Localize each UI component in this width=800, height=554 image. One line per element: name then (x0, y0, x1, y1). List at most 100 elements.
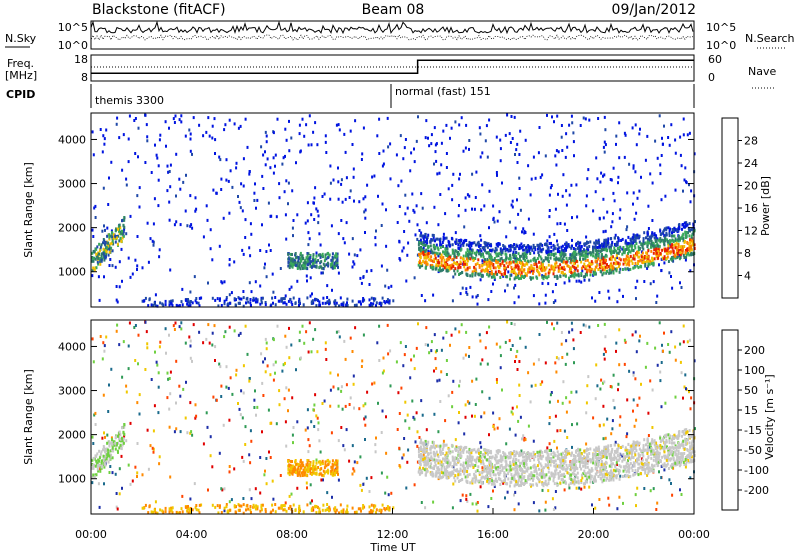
nsearch-label: N.Search (745, 32, 795, 45)
velocity-cell (213, 324, 216, 328)
velocity-cell (101, 357, 104, 361)
power-cell (659, 229, 662, 233)
velocity-cell (541, 488, 544, 492)
power-cell (499, 270, 502, 274)
velocity-cell (328, 509, 330, 513)
power-cell (436, 237, 439, 241)
power-cell (578, 252, 581, 256)
velocity-cell (194, 506, 197, 510)
power-cell (129, 214, 132, 218)
power-cell (662, 142, 664, 146)
power-cell (120, 232, 122, 236)
power-cell (562, 249, 565, 253)
power-cell (671, 258, 674, 262)
velocity-cell (322, 474, 325, 478)
power-cell (642, 247, 645, 251)
velocity-cell (389, 384, 392, 388)
power-cell (260, 145, 263, 149)
power-cell (600, 264, 603, 268)
power-cell (102, 252, 105, 255)
power-cell (529, 259, 532, 263)
power-cell (661, 136, 663, 140)
power-cell (610, 255, 613, 259)
velocity-cell (209, 435, 212, 439)
velocity-cell (178, 384, 181, 388)
power-cell (600, 254, 603, 258)
velocity-cell (115, 505, 118, 509)
power-cell (318, 303, 321, 307)
power-cell (306, 296, 309, 300)
power-cell (610, 225, 613, 229)
power-cell (530, 269, 533, 273)
velocity-cell (362, 333, 365, 337)
velocity-cell (205, 411, 208, 415)
power-cell (482, 255, 485, 259)
power-cell (471, 295, 474, 299)
velocity-cell (551, 322, 553, 326)
power-cell (308, 257, 311, 261)
velocity-cell (544, 500, 547, 504)
power-cell (364, 231, 366, 234)
velocity-cell (207, 323, 210, 327)
noise-panel: N.Sky 10^5 10^0 10^5 10^0 N.Search (5, 20, 795, 52)
power-cell (348, 252, 351, 256)
power-cell (348, 196, 351, 199)
velocity-cell (518, 394, 521, 397)
velocity-cell (338, 511, 340, 515)
power-cell (177, 304, 180, 308)
velocity-cell (412, 415, 415, 419)
power-cell (338, 128, 341, 132)
power-cell (133, 119, 136, 122)
velocity-cell (93, 475, 96, 479)
velocity-cell (225, 365, 228, 369)
power-cell (402, 157, 405, 161)
power-cell (452, 258, 455, 262)
velocity-cell (651, 426, 654, 429)
velocity-cell (619, 474, 622, 478)
power-cell (560, 124, 563, 127)
power-cell (102, 134, 105, 138)
power-cell (290, 285, 293, 289)
velocity-cell (186, 431, 189, 435)
power-cell (538, 302, 541, 306)
power-cell (436, 172, 439, 176)
power-cell (633, 217, 636, 221)
noise-tick-right-bottom: 10^0 (706, 39, 736, 52)
power-cell (298, 132, 301, 136)
power-cell (580, 253, 583, 257)
power-cell (282, 156, 285, 160)
power-cell (664, 249, 666, 253)
velocity-cell (492, 480, 495, 483)
velocity-cell (413, 417, 416, 421)
power-cell (516, 264, 519, 268)
velocity-cell (326, 491, 329, 495)
power-cell (496, 260, 499, 264)
power-cell (317, 253, 320, 257)
power-cell (691, 227, 694, 231)
power-cell (566, 264, 569, 268)
power-cell (555, 256, 558, 260)
power-cell (539, 255, 542, 259)
power-cell (147, 260, 150, 264)
power-cell (594, 253, 597, 257)
velocity-cell (587, 375, 590, 379)
power-cell (432, 244, 435, 248)
power-cell (440, 141, 443, 145)
velocity-cell (121, 439, 124, 443)
power-cell (473, 251, 476, 255)
velocity-cell (647, 411, 650, 415)
velocity-cell (351, 472, 354, 476)
power-cell (581, 269, 584, 273)
power-cell (335, 301, 338, 305)
power-cell (470, 255, 473, 259)
velocity-cell (314, 467, 317, 471)
power-cell (640, 255, 643, 259)
velocity-cell (603, 322, 606, 326)
power-cell (166, 189, 169, 193)
power-cell (435, 266, 438, 270)
velocity-cell (220, 487, 223, 491)
power-cell (630, 248, 633, 252)
velocity-cell (225, 503, 228, 506)
power-cell (417, 115, 419, 119)
